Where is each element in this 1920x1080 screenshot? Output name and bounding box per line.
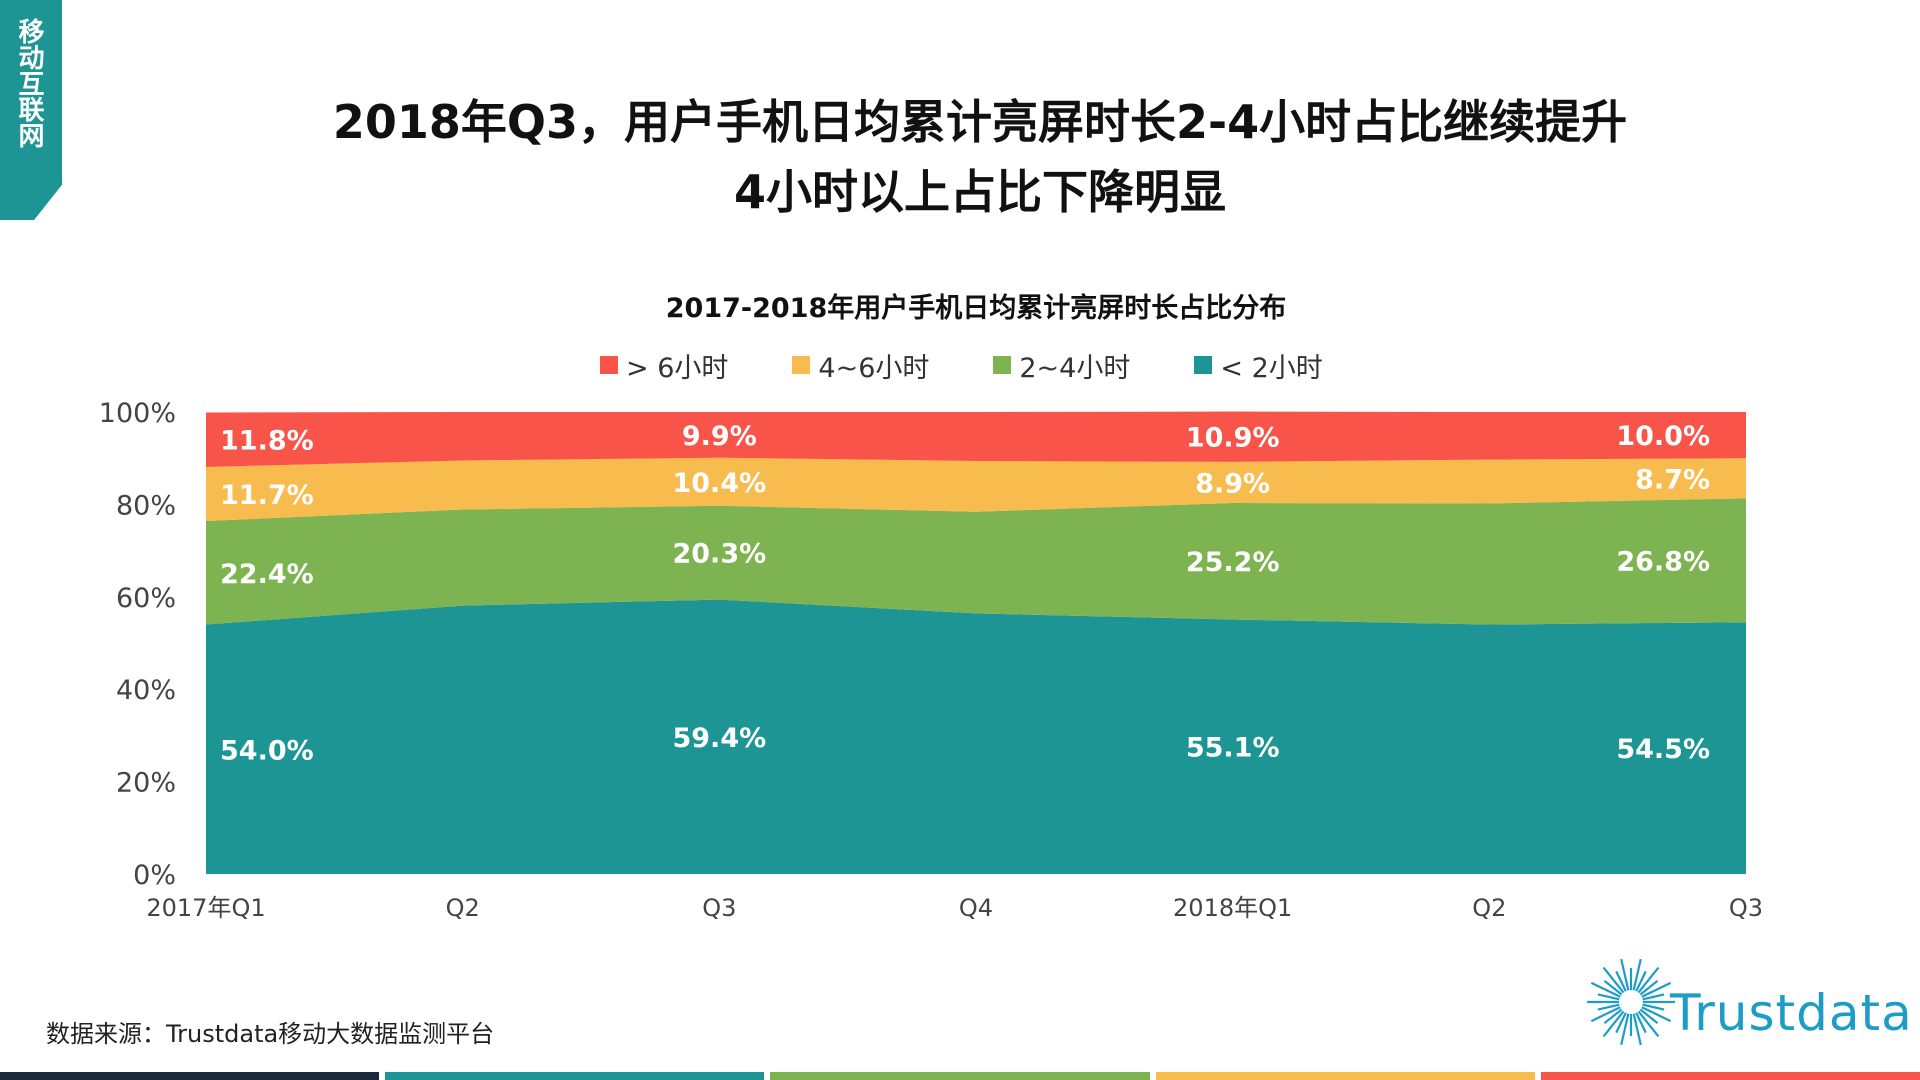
sunburst-ray bbox=[1603, 979, 1623, 996]
sunburst-ray bbox=[1602, 1010, 1625, 1038]
sunburst-ray bbox=[1597, 993, 1620, 1001]
data-label-h2_4: 20.3% bbox=[672, 539, 766, 570]
x-tick-label: Q2 bbox=[1472, 894, 1506, 922]
x-tick-label: 2018年Q1 bbox=[1173, 894, 1292, 922]
sunburst-ray bbox=[1632, 958, 1642, 991]
data-label-h4_6: 8.9% bbox=[1195, 468, 1270, 499]
x-tick-label: Q2 bbox=[446, 894, 480, 922]
side-tab-label: 移动互联网 bbox=[14, 18, 44, 148]
bottom-bar-1 bbox=[0, 1072, 380, 1080]
area-h4_6 bbox=[206, 457, 1746, 522]
sunburst-ray bbox=[1639, 979, 1659, 996]
data-label-gt6: 11.8% bbox=[220, 426, 314, 457]
bottom-bar-3 bbox=[770, 1072, 1150, 1080]
legend-label-gt6: > 6小时 bbox=[626, 352, 729, 384]
sunburst-ray bbox=[1641, 981, 1672, 998]
legend-item-gt6: > 6小时 bbox=[600, 346, 728, 385]
legend-item-h4_6: 4~6小时 bbox=[792, 346, 929, 385]
data-label-h2_4: 22.4% bbox=[220, 559, 314, 590]
sunburst-ray bbox=[1642, 1003, 1665, 1011]
legend-item-lt2: < 2小时 bbox=[1194, 346, 1323, 385]
chart-legend: > 6小时 4~6小时 2~4小时 < 2小时 bbox=[600, 346, 1323, 385]
sunburst-ray bbox=[1620, 1013, 1630, 1046]
legend-swatch-h2_4 bbox=[993, 356, 1012, 374]
area-lt2 bbox=[206, 599, 1746, 874]
x-tick-label: Q3 bbox=[1729, 894, 1763, 922]
x-tick-label: Q3 bbox=[702, 894, 736, 922]
sunburst-ray bbox=[1637, 1010, 1660, 1038]
side-tab: 移动互联网 bbox=[0, 0, 62, 220]
sunburst-ray bbox=[1635, 970, 1647, 992]
sunburst-ray bbox=[1603, 1008, 1623, 1025]
data-label-gt6: 10.9% bbox=[1186, 423, 1280, 454]
y-tick-label: 60% bbox=[116, 583, 176, 614]
bottom-bar-4 bbox=[1155, 1072, 1535, 1080]
data-label-h2_4: 25.2% bbox=[1186, 547, 1280, 578]
sunburst-ray bbox=[1632, 1013, 1642, 1046]
legend-label-lt2: < 2小时 bbox=[1220, 352, 1323, 384]
sunburst-ray bbox=[1635, 1012, 1647, 1034]
data-label-gt6: 10.0% bbox=[1616, 421, 1710, 452]
page-title: 2018年Q3，用户手机日均累计亮屏时长2-4小时占比继续提升 bbox=[332, 95, 1628, 149]
source-note: 数据来源：Trustdata移动大数据监测平台 bbox=[46, 1020, 495, 1048]
bottom-color-bars bbox=[0, 1072, 1920, 1080]
legend-item-h2_4: 2~4小时 bbox=[993, 346, 1130, 385]
sunburst-ray bbox=[1615, 1012, 1627, 1034]
data-label-h2_4: 26.8% bbox=[1616, 546, 1710, 577]
trustdata-logo: Trustdata bbox=[1585, 950, 1912, 1060]
chart-title: 2017-2018年用户手机日均累计亮屏时长占比分布 bbox=[665, 293, 1287, 324]
data-label-h4_6: 11.7% bbox=[220, 480, 314, 511]
sunburst-ray bbox=[1642, 993, 1665, 1001]
sunburst-icon bbox=[1587, 958, 1675, 1046]
sunburst-ray bbox=[1615, 970, 1627, 992]
bottom-bar-2 bbox=[385, 1072, 765, 1080]
sunburst-ray bbox=[1639, 1008, 1659, 1025]
y-tick-label: 40% bbox=[116, 675, 176, 706]
sunburst-ray bbox=[1590, 1006, 1621, 1023]
data-label-gt6: 9.9% bbox=[682, 421, 757, 452]
data-label-lt2: 54.0% bbox=[220, 735, 314, 766]
y-tick-label: 80% bbox=[116, 490, 176, 521]
data-label-h4_6: 8.7% bbox=[1635, 464, 1710, 495]
page-subtitle: 4小时以上占比下降明显 bbox=[733, 165, 1226, 219]
logo-text: Trustdata bbox=[1670, 984, 1913, 1042]
legend-label-h2_4: 2~4小时 bbox=[1019, 352, 1131, 384]
legend-label-h4_6: 4~6小时 bbox=[818, 352, 930, 384]
sunburst-ray bbox=[1641, 1006, 1672, 1023]
bottom-bar-5 bbox=[1540, 1072, 1920, 1080]
sunburst-ray bbox=[1620, 958, 1630, 991]
data-label-lt2: 54.5% bbox=[1616, 734, 1710, 765]
area-gt6 bbox=[206, 411, 1746, 467]
sunburst-ray bbox=[1602, 966, 1625, 994]
legend-swatch-gt6 bbox=[600, 356, 618, 374]
sunburst-ray bbox=[1597, 1003, 1620, 1011]
data-label-lt2: 55.1% bbox=[1186, 733, 1280, 764]
y-tick-label: 0% bbox=[133, 860, 176, 891]
x-tick-label: Q4 bbox=[959, 894, 993, 922]
data-label-h4_6: 10.4% bbox=[672, 468, 766, 499]
sunburst-ray bbox=[1637, 966, 1660, 994]
legend-swatch-lt2 bbox=[1194, 356, 1213, 374]
x-tick-label: 2017年Q1 bbox=[146, 894, 265, 922]
area-h2_4 bbox=[206, 498, 1746, 625]
y-tick-label: 100% bbox=[99, 398, 176, 429]
sunburst-ray bbox=[1590, 981, 1621, 998]
legend-swatch-h4_6 bbox=[792, 356, 811, 374]
data-label-lt2: 59.4% bbox=[672, 723, 766, 754]
y-tick-label: 20% bbox=[116, 768, 176, 799]
